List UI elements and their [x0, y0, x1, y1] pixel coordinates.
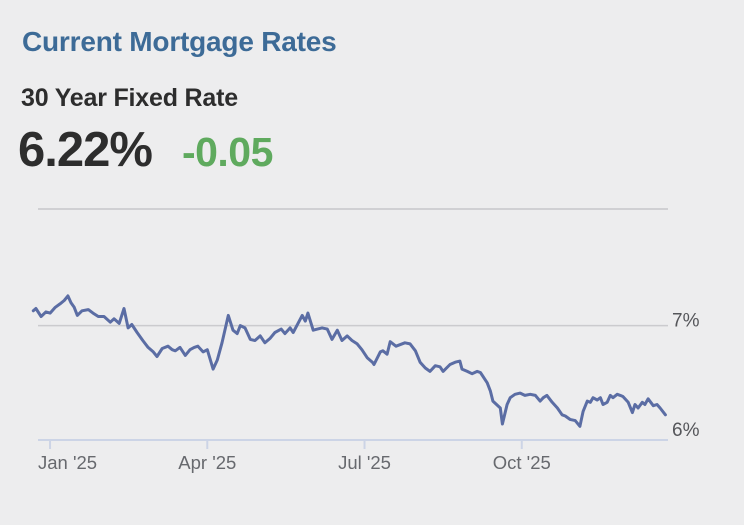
y-axis-label-7pct: 7% [672, 311, 700, 332]
x-tick-label: Jul '25 [338, 452, 391, 473]
y-axis-label-6pct: 6% [672, 420, 700, 441]
current-rate-value: 6.22% [18, 123, 153, 177]
x-tick-label: Oct '25 [493, 452, 551, 473]
x-tick-label: Apr '25 [178, 452, 236, 473]
rate-row: 6.22% -0.05 [18, 122, 273, 178]
page-title: Current Mortgage Rates [22, 26, 337, 57]
x-tick-label: Jan '25 [38, 452, 97, 473]
rate-line-series [31, 294, 667, 428]
product-name: 30 Year Fixed Rate [21, 84, 238, 112]
rate-change-value: -0.05 [181, 129, 273, 175]
